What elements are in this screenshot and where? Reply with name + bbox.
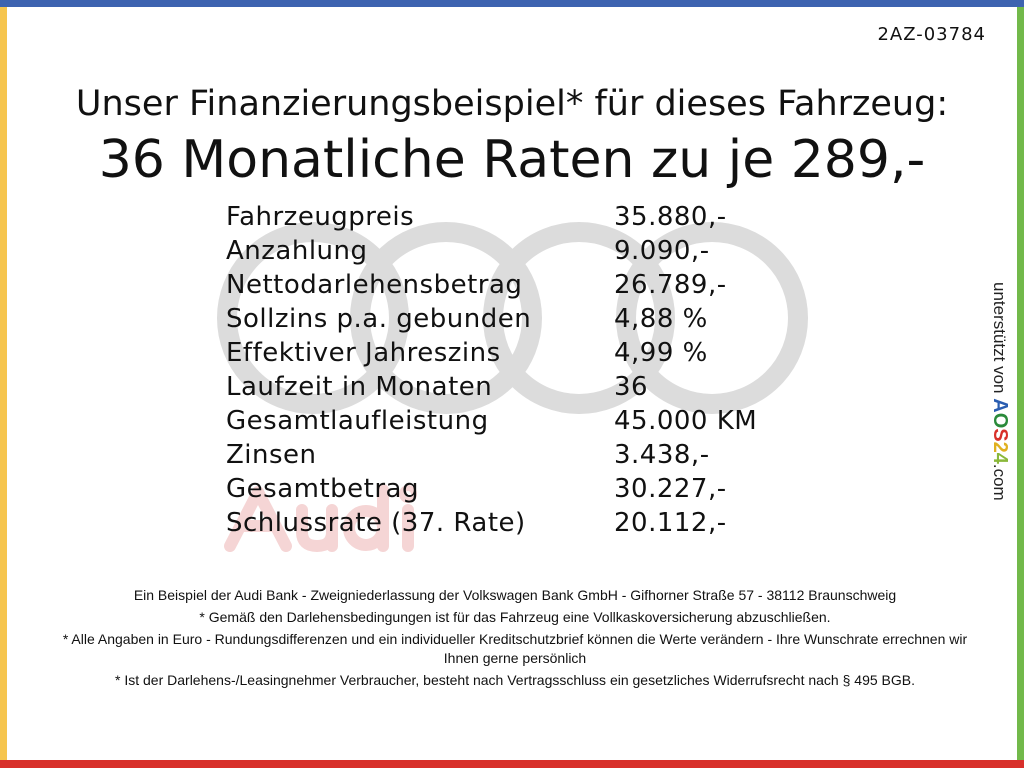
fine-print-line: * Alle Angaben in Euro - Rundungsdiffere…: [62, 631, 968, 666]
row-value: 9.090,-: [614, 236, 710, 266]
border-left: [0, 7, 7, 760]
row-value: 35.880,-: [614, 202, 727, 232]
logo-letter: A: [989, 398, 1011, 413]
fine-print-line: * Ist der Darlehens-/Leasingnehmer Verbr…: [115, 672, 915, 688]
row-label: Gesamtbetrag: [226, 474, 419, 504]
table-row: Fahrzeugpreis 35.880,-: [226, 200, 757, 234]
headline: Unser Finanzierungsbeispiel* für dieses …: [75, 84, 949, 124]
audi-ring: [350, 222, 542, 414]
row-label: Zinsen: [226, 440, 317, 470]
row-label: Anzahlung: [226, 236, 368, 266]
side-credit: unterstützt von AOS24.com: [988, 282, 1011, 501]
row-value: 4,99 %: [614, 338, 708, 368]
fine-print-line: Ein Beispiel der Audi Bank - Zweignieder…: [133, 587, 897, 603]
side-credit-suffix: .com: [990, 463, 1009, 501]
fine-print-line: * Gemäß den Darlehensbedingungen ist für…: [199, 609, 831, 625]
fine-print: Ein Beispiel der Audi Bank - Zweignieder…: [60, 586, 970, 693]
row-value: 3.438,-: [614, 440, 710, 470]
table-row: Nettodarlehensbetrag 26.789,-: [226, 268, 757, 302]
row-label: Fahrzeugpreis: [226, 202, 415, 232]
logo-letter: 2: [989, 441, 1011, 453]
monthly-rate-headline: 36 Monatliche Raten zu je 289,-: [98, 130, 926, 190]
aos24-logo: AOS24: [989, 398, 1011, 464]
table-row: Laufzeit in Monaten 36: [226, 370, 757, 404]
row-value: 4,88 %: [614, 304, 708, 334]
side-credit-prefix: unterstützt von: [990, 282, 1009, 394]
audi-letter-a-shape: [224, 486, 292, 552]
row-value: 45.000 KM: [614, 406, 758, 436]
logo-letter: S: [989, 428, 1011, 442]
financing-table: Fahrzeugpreis 35.880,- Anzahlung 9.090,- Net…: [226, 200, 757, 540]
audi-ring: [483, 222, 675, 414]
table-row: Gesamtbetrag 30.227,-: [226, 472, 757, 506]
row-label: Effektiver Jahreszins: [226, 338, 501, 368]
logo-letter: O: [989, 412, 1011, 429]
audi-letter-i-dot: [399, 485, 417, 503]
row-value: 30.227,-: [614, 474, 727, 504]
border-bottom: [0, 760, 1024, 768]
logo-letter: 4: [989, 452, 1011, 464]
reference-code: 2AZ-03784: [877, 24, 986, 45]
table-row: Schlussrate (37. Rate) 20.112,-: [226, 506, 757, 540]
row-label: Nettodarlehensbetrag: [226, 270, 523, 300]
row-value: 26.789,-: [614, 270, 727, 300]
table-row: Zinsen 3.438,-: [226, 438, 757, 472]
row-label: Laufzeit in Monaten: [226, 372, 493, 402]
border-right: [1017, 7, 1024, 760]
audi-letter-u-shape: [296, 504, 338, 552]
border-top: [0, 0, 1024, 7]
row-value: 36: [614, 372, 649, 402]
table-row: Effektiver Jahreszins 4,99 %: [226, 336, 757, 370]
table-row: Sollzins p.a. gebunden 4,88 %: [226, 302, 757, 336]
audi-watermark-lettering: [224, 484, 417, 552]
row-label: Sollzins p.a. gebunden: [226, 304, 532, 334]
table-row: Anzahlung 9.090,-: [226, 234, 757, 268]
audi-ring: [217, 222, 409, 414]
row-label: Gesamtlaufleistung: [226, 406, 489, 436]
row-value: 20.112,-: [614, 508, 727, 538]
audi-ring: [616, 222, 808, 414]
table-row: Gesamtlaufleistung 45.000 KM: [226, 404, 757, 438]
row-label: Schlussrate (37. Rate): [226, 508, 526, 538]
